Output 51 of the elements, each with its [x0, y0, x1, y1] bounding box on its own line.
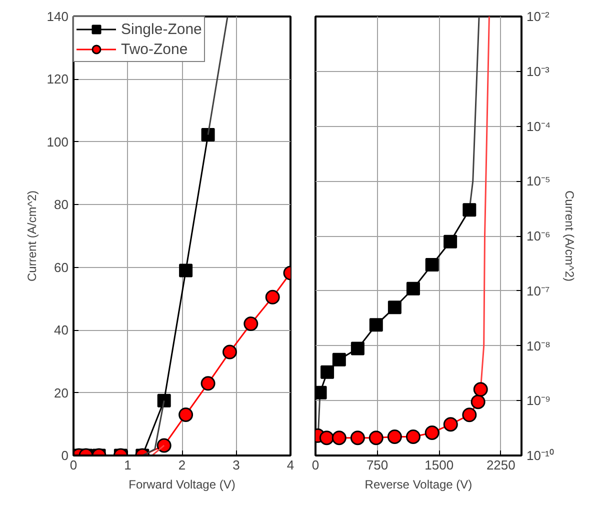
point [406, 282, 420, 296]
x-tick-label: 750 [366, 458, 388, 472]
x-axis-title: Reverse Voltage (V) [364, 478, 472, 492]
point [470, 394, 486, 410]
y-tick-label: 10⁻⁵ [526, 174, 550, 189]
point [319, 430, 334, 446]
point [350, 342, 364, 356]
point [320, 365, 334, 379]
y-tick-label: 10⁻⁸ [526, 338, 550, 354]
legend-label: Two-Zone [121, 40, 188, 58]
x-tick-label: 3 [232, 458, 240, 472]
y-tick-label: 10⁻⁴ [526, 118, 551, 134]
y-tick-label: 120 [46, 72, 69, 87]
point [388, 300, 402, 314]
y-tick-label: 10⁻⁶ [526, 228, 550, 244]
y-tick-label: 20 [54, 385, 69, 400]
point [473, 382, 488, 397]
y-tick-label: 10⁻⁹ [526, 393, 551, 408]
point [332, 352, 346, 366]
x-axis-title: Forward Voltage (V) [128, 478, 236, 492]
point [443, 417, 458, 432]
y-tick-label: 10⁻³ [526, 64, 550, 79]
y-tick-label: 60 [54, 260, 69, 275]
x-tick-label: 4 [286, 458, 294, 472]
y-axis-title: Current (A/cm^2) [24, 190, 39, 282]
y-axis-title: Current (A/cm^2) [562, 190, 576, 282]
point [332, 430, 346, 446]
point [368, 430, 384, 446]
point [406, 429, 420, 444]
y-tick-label: 10⁻¹⁰ [526, 448, 554, 463]
x-tick-label: 1 [124, 458, 132, 472]
y-tick-label: 10⁻⁷ [526, 283, 550, 298]
y-tick-label: 80 [54, 197, 69, 212]
point [425, 258, 439, 272]
point [369, 318, 383, 332]
y-tick-label: 10⁻² [526, 9, 550, 24]
y-tick-label: 100 [46, 134, 69, 150]
point [462, 203, 476, 217]
point [387, 429, 402, 444]
point [444, 234, 458, 248]
x-tick-label: 1500 [424, 458, 454, 472]
x-tick-label: 0 [312, 458, 320, 472]
point [350, 430, 365, 446]
point [462, 408, 477, 422]
legend-label: Single-Zone [121, 20, 202, 38]
y-tick-label: 140 [46, 9, 69, 24]
point [424, 425, 440, 440]
x-tick-label: 2250 [486, 458, 516, 472]
y-tick-label: 40 [54, 322, 69, 338]
x-tick-label: 2 [178, 458, 186, 472]
y-tick-label: 0 [61, 448, 69, 463]
